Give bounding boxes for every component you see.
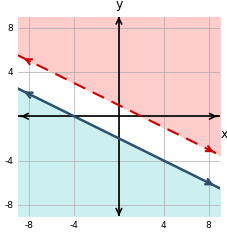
Y-axis label: y: y bbox=[115, 0, 122, 11]
X-axis label: x: x bbox=[219, 128, 227, 141]
